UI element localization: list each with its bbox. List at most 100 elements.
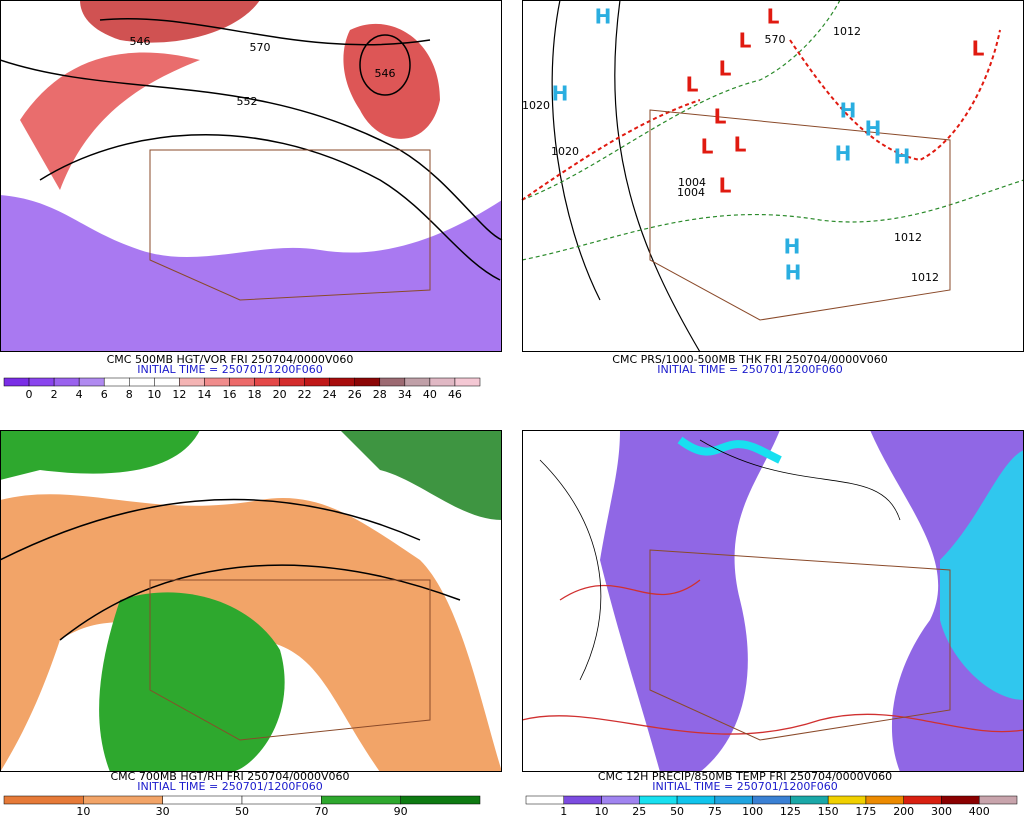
contour-label: 546	[375, 67, 396, 80]
colorbar-label: 100	[742, 805, 763, 818]
colorbar-swatch	[903, 795, 942, 805]
contour-label: 1012	[894, 231, 922, 244]
contour-label: 546	[130, 35, 151, 48]
colorbar-swatch	[53, 377, 80, 387]
pressure-centre: H	[784, 235, 801, 259]
colorbar-swatch	[204, 377, 230, 387]
contour-label: 1020	[551, 145, 579, 158]
colorbar-label: 70	[314, 805, 328, 818]
rh-area	[340, 430, 502, 520]
colorbar-label: 22	[298, 388, 312, 401]
colorbar-swatch	[978, 795, 1018, 805]
colorbar-label: 14	[197, 388, 211, 401]
colorbar-label: 50	[235, 805, 249, 818]
isotherm	[521, 579, 1024, 735]
colorbar-swatch	[154, 377, 180, 387]
colorbar-swatch	[400, 795, 481, 805]
pressure-centre: L	[972, 37, 985, 61]
colorbar-swatch	[404, 377, 431, 387]
colorbar-label: 125	[780, 805, 801, 818]
colorbar-swatch	[78, 377, 105, 387]
pressure-centre: L	[734, 133, 747, 157]
colorbar-label: 75	[708, 805, 722, 818]
colorbar-swatch	[676, 795, 716, 805]
colorbar-label: 6	[101, 388, 108, 401]
colorbar-label: 16	[222, 388, 236, 401]
colorbar-label: 10	[147, 388, 161, 401]
colorbar-swatch	[601, 795, 640, 805]
colorbar-swatch	[827, 795, 867, 805]
pressure-centre: L	[767, 5, 780, 29]
borders	[149, 149, 431, 301]
vorticity-area	[343, 23, 440, 139]
map-frame	[0, 430, 502, 772]
colorbar-swatch	[379, 377, 406, 387]
colorbar-swatch	[162, 795, 243, 805]
precip-area	[600, 430, 780, 772]
colorbar-swatch	[279, 377, 305, 387]
colorbar-swatch	[329, 377, 355, 387]
pressure-centre: H	[840, 99, 857, 123]
colorbar-label: 20	[273, 388, 287, 401]
colorbar-swatch	[714, 795, 753, 805]
colorbar-swatch	[3, 795, 84, 805]
vorticity-area	[20, 52, 200, 190]
colorbar-swatch	[179, 377, 205, 387]
borders	[649, 549, 951, 741]
pressure-centre: H	[894, 145, 911, 169]
colorbar-label: 10	[595, 805, 609, 818]
pressure-centre: L	[714, 105, 727, 129]
vorticity-area	[0, 195, 502, 352]
contour-label: 552	[237, 95, 258, 108]
contour	[39, 133, 501, 281]
caption: CMC 12H PRECIP/850MB TEMP FRI 250704/000…	[598, 770, 892, 783]
panel-pressure: CMC PRS/1000-500MB THK FRI 250704/0000V0…	[521, 0, 1024, 376]
colorbar-label: 50	[670, 805, 684, 818]
pressure-centre: L	[719, 174, 732, 198]
contour	[359, 34, 411, 96]
rh-area	[99, 592, 285, 772]
colorbar-label: 18	[248, 388, 262, 401]
contour	[99, 17, 431, 46]
contour-label: 570	[765, 33, 786, 46]
borders	[649, 109, 951, 321]
contour	[539, 439, 901, 681]
contour-label: 1012	[911, 271, 939, 284]
colorbar-swatch	[790, 795, 829, 805]
precip-area	[677, 436, 782, 464]
initial-time: INITIAL TIME = 250701/1200F060	[137, 780, 322, 793]
initial-time: INITIAL TIME = 250701/1200F060	[657, 363, 842, 376]
pressure-centre: H	[552, 82, 569, 106]
caption: CMC 500MB HGT/VOR FRI 250704/0000V060	[107, 353, 354, 366]
isobar	[551, 0, 701, 353]
initial-time: INITIAL TIME = 250701/1200F060	[652, 780, 837, 793]
colorbar-label: 0	[26, 388, 33, 401]
pressure-centre: L	[686, 73, 699, 97]
colorbar-swatch	[354, 377, 381, 387]
front	[521, 29, 1001, 201]
initial-time: INITIAL TIME = 250701/1200F060	[137, 363, 322, 376]
colorbar-swatch	[941, 795, 980, 805]
colorbar-label: 28	[373, 388, 387, 401]
colorbar-label: 1	[560, 805, 567, 818]
colorbar-label: 46	[448, 388, 462, 401]
colorbar-label: 26	[348, 388, 362, 401]
panel-precip: CMC 12H PRECIP/850MB TEMP FRI 250704/000…	[521, 430, 1024, 793]
colorbar-swatch	[563, 795, 602, 805]
colorbar-label: 4	[76, 388, 83, 401]
pressure-centre: H	[595, 5, 612, 29]
panel-500mb: CMC 500MB HGT/VOR FRI 250704/0000V060 IN…	[0, 0, 503, 376]
colorbar-label: 8	[126, 388, 133, 401]
colorbar-swatch	[865, 795, 904, 805]
map-frame	[0, 0, 502, 352]
colorbar-label: 10	[76, 805, 90, 818]
contour-label: 1004	[678, 176, 706, 189]
colorbar-label: 40	[423, 388, 437, 401]
colorbar-swatch	[241, 795, 322, 805]
colorbar-label: 90	[394, 805, 408, 818]
pressure-centre: L	[739, 29, 752, 53]
pressure-centre: L	[719, 57, 732, 81]
contour-label: 1004	[677, 186, 705, 199]
pressure-centre: H	[835, 142, 852, 166]
colorbar-label: 12	[172, 388, 186, 401]
